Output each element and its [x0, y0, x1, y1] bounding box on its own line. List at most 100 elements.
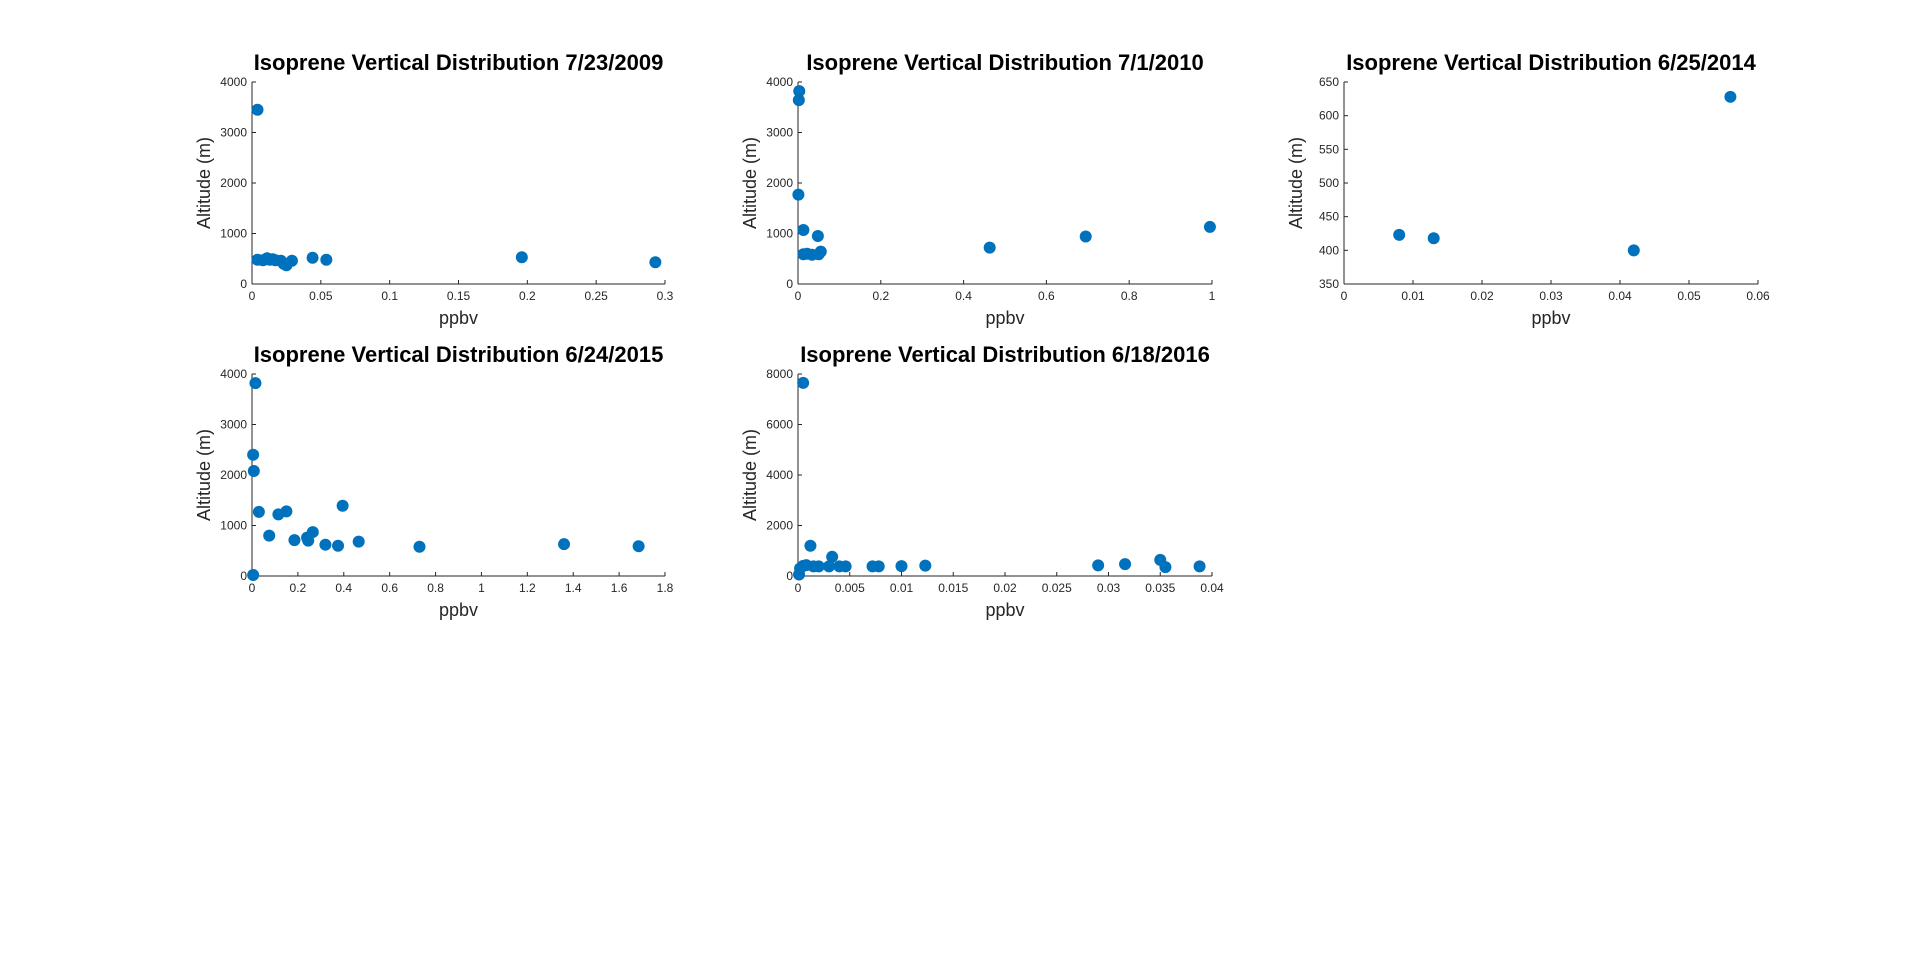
data-point	[1079, 230, 1092, 243]
y-tick-label: 0	[240, 277, 247, 291]
data-point	[306, 251, 319, 264]
y-tick-label: 1000	[220, 227, 247, 241]
subplot-5: 0 0.005 0.01 0.015 0.02 0.025 0.03 0.035 0.04 0 20…	[740, 342, 1224, 620]
data-point	[352, 535, 365, 548]
chart-title: Isoprene Vertical Distribution 6/24/2015	[254, 342, 664, 367]
data-point	[280, 505, 293, 518]
x-tick-label: 0.02	[993, 581, 1017, 595]
data-point	[811, 230, 824, 243]
data-point	[895, 560, 908, 573]
x-tick-label: 1.2	[519, 581, 536, 595]
data-point	[1393, 228, 1406, 241]
y-tick-label: 3000	[220, 126, 247, 140]
y-tick-label: 1000	[220, 519, 247, 533]
x-axis-label: ppbv	[985, 600, 1024, 620]
x-tick-label: 0.2	[290, 581, 307, 595]
y-tick-label: 2000	[766, 176, 793, 190]
data-point	[1119, 558, 1132, 571]
data-point	[1159, 561, 1172, 574]
y-axis-label: Altitude (m)	[740, 137, 760, 229]
x-tick-label: 0	[795, 581, 802, 595]
data-point	[320, 253, 333, 266]
data-point	[1092, 559, 1105, 572]
data-point	[413, 540, 426, 553]
x-tick-label: 0	[249, 289, 256, 303]
data-point	[1427, 232, 1440, 245]
data-point	[263, 529, 276, 542]
y-axis-label: Altitude (m)	[194, 137, 214, 229]
y-tick-label: 2000	[220, 176, 247, 190]
subplot-3: 0 0.01 0.02 0.03 0.04 0.05 0.06 350 400 450 500 550…	[1286, 50, 1770, 328]
y-tick-label: 3000	[220, 418, 247, 432]
data-point	[1193, 560, 1206, 573]
x-tick-label: 0.05	[1677, 289, 1701, 303]
x-tick-label: 0.03	[1539, 289, 1563, 303]
data-point	[249, 377, 262, 390]
y-tick-label: 600	[1319, 109, 1339, 123]
y-tick-label: 0	[786, 277, 793, 291]
y-tick-label: 8000	[766, 367, 793, 381]
chart-title: Isoprene Vertical Distribution 6/18/2016	[800, 342, 1210, 367]
y-tick-label: 450	[1319, 210, 1339, 224]
data-point	[839, 560, 852, 573]
x-tick-label: 0.01	[1401, 289, 1425, 303]
y-tick-label: 4000	[766, 468, 793, 482]
data-point	[319, 538, 332, 551]
data-point	[872, 560, 885, 573]
x-tick-label: 0.02	[1470, 289, 1494, 303]
data-point	[792, 94, 805, 107]
y-tick-label: 4000	[220, 367, 247, 381]
x-tick-label: 0.005	[835, 581, 865, 595]
y-tick-label: 1000	[766, 227, 793, 241]
x-tick-label: 1	[478, 581, 485, 595]
y-axis-label: Altitude (m)	[194, 429, 214, 521]
x-tick-label: 0.03	[1097, 581, 1121, 595]
x-tick-label: 0.2	[872, 289, 889, 303]
x-tick-label: 0	[249, 581, 256, 595]
y-tick-label: 650	[1319, 75, 1339, 89]
x-tick-label: 0	[795, 289, 802, 303]
x-tick-label: 1.4	[565, 581, 582, 595]
y-tick-label: 350	[1319, 277, 1339, 291]
x-tick-label: 0.3	[657, 289, 674, 303]
subplot-2: 0 0.2 0.4 0.6 0.8 1 0 1000 2000 3000 4000 Isoprene …	[740, 50, 1216, 328]
data-point	[793, 85, 806, 98]
data-point	[288, 534, 301, 547]
chart-title: Isoprene Vertical Distribution 7/23/2009	[254, 50, 664, 75]
data-point	[919, 559, 932, 572]
subplot-4: 0 0.2 0.4 0.6 0.8 1 1.2 1.4 1.6 1.8 0 1000 2000 3000 4…	[194, 342, 674, 620]
y-tick-label: 2000	[220, 468, 247, 482]
x-tick-label: 0.4	[955, 289, 972, 303]
y-tick-label: 6000	[766, 418, 793, 432]
data-point	[632, 540, 645, 553]
data-point	[515, 251, 528, 264]
data-point	[1627, 244, 1640, 257]
x-tick-label: 0.2	[519, 289, 536, 303]
x-tick-label: 0.8	[1121, 289, 1138, 303]
x-tick-label: 0	[1341, 289, 1348, 303]
y-axis-label: Altitude (m)	[1286, 137, 1306, 229]
x-axis-label: ppbv	[439, 600, 478, 620]
data-point	[983, 241, 996, 254]
x-tick-label: 0.05	[309, 289, 333, 303]
x-tick-label: 0.25	[584, 289, 608, 303]
data-point	[247, 568, 260, 581]
y-tick-label: 3000	[766, 126, 793, 140]
y-tick-label: 2000	[766, 519, 793, 533]
x-tick-label: 0.01	[890, 581, 914, 595]
x-tick-label: 0.035	[1145, 581, 1175, 595]
x-tick-label: 0.15	[447, 289, 471, 303]
data-point	[336, 499, 349, 512]
data-point	[247, 464, 260, 477]
x-tick-label: 0.4	[335, 581, 352, 595]
data-point	[649, 256, 662, 269]
x-axis-label: ppbv	[439, 308, 478, 328]
y-axis-label: Altitude (m)	[740, 429, 760, 521]
x-axis-label: ppbv	[985, 308, 1024, 328]
data-point	[251, 103, 264, 116]
data-point	[252, 505, 265, 518]
x-tick-label: 1.6	[611, 581, 628, 595]
data-point	[792, 188, 805, 201]
